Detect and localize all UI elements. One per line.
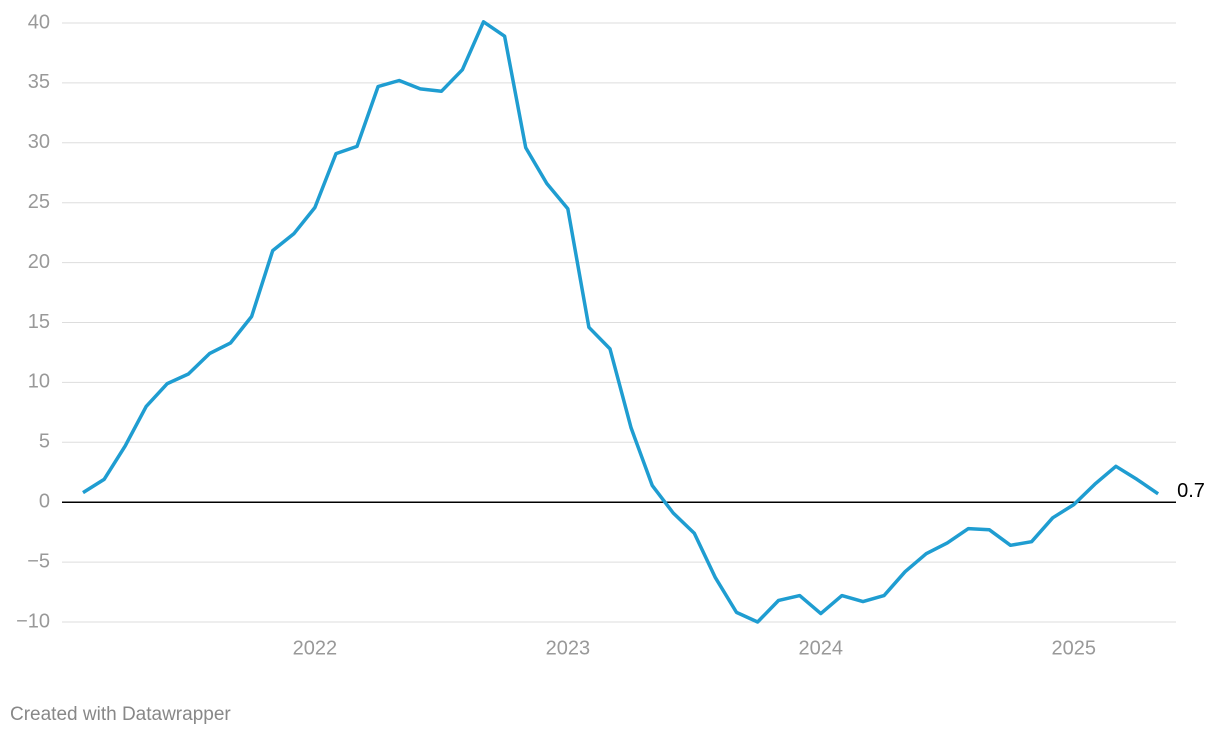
y-tick-label: 15 (28, 311, 50, 333)
y-tick-label: 25 (28, 191, 50, 213)
y-tick-label: −10 (16, 610, 50, 632)
y-tick-label: 20 (28, 251, 50, 273)
line (82, 20, 1160, 624)
x-tick-label: 2024 (799, 637, 844, 659)
credit: Created with Datawrapper (10, 704, 231, 725)
y-tick-label: 0 (39, 490, 50, 512)
y-tick-label: 10 (28, 371, 50, 393)
y-tick-label: 30 (28, 131, 50, 153)
x-tick-label: 2022 (293, 637, 338, 659)
y-tick-label: 5 (39, 431, 50, 453)
x-tick-label: 2025 (1052, 637, 1097, 659)
y-tick-label: 35 (28, 71, 50, 93)
x-tick-label: 2023 (546, 637, 591, 659)
y-tick-label: −5 (27, 550, 50, 572)
end-label: 0.7 (1177, 480, 1205, 502)
y-tick-label: 40 (28, 11, 50, 33)
